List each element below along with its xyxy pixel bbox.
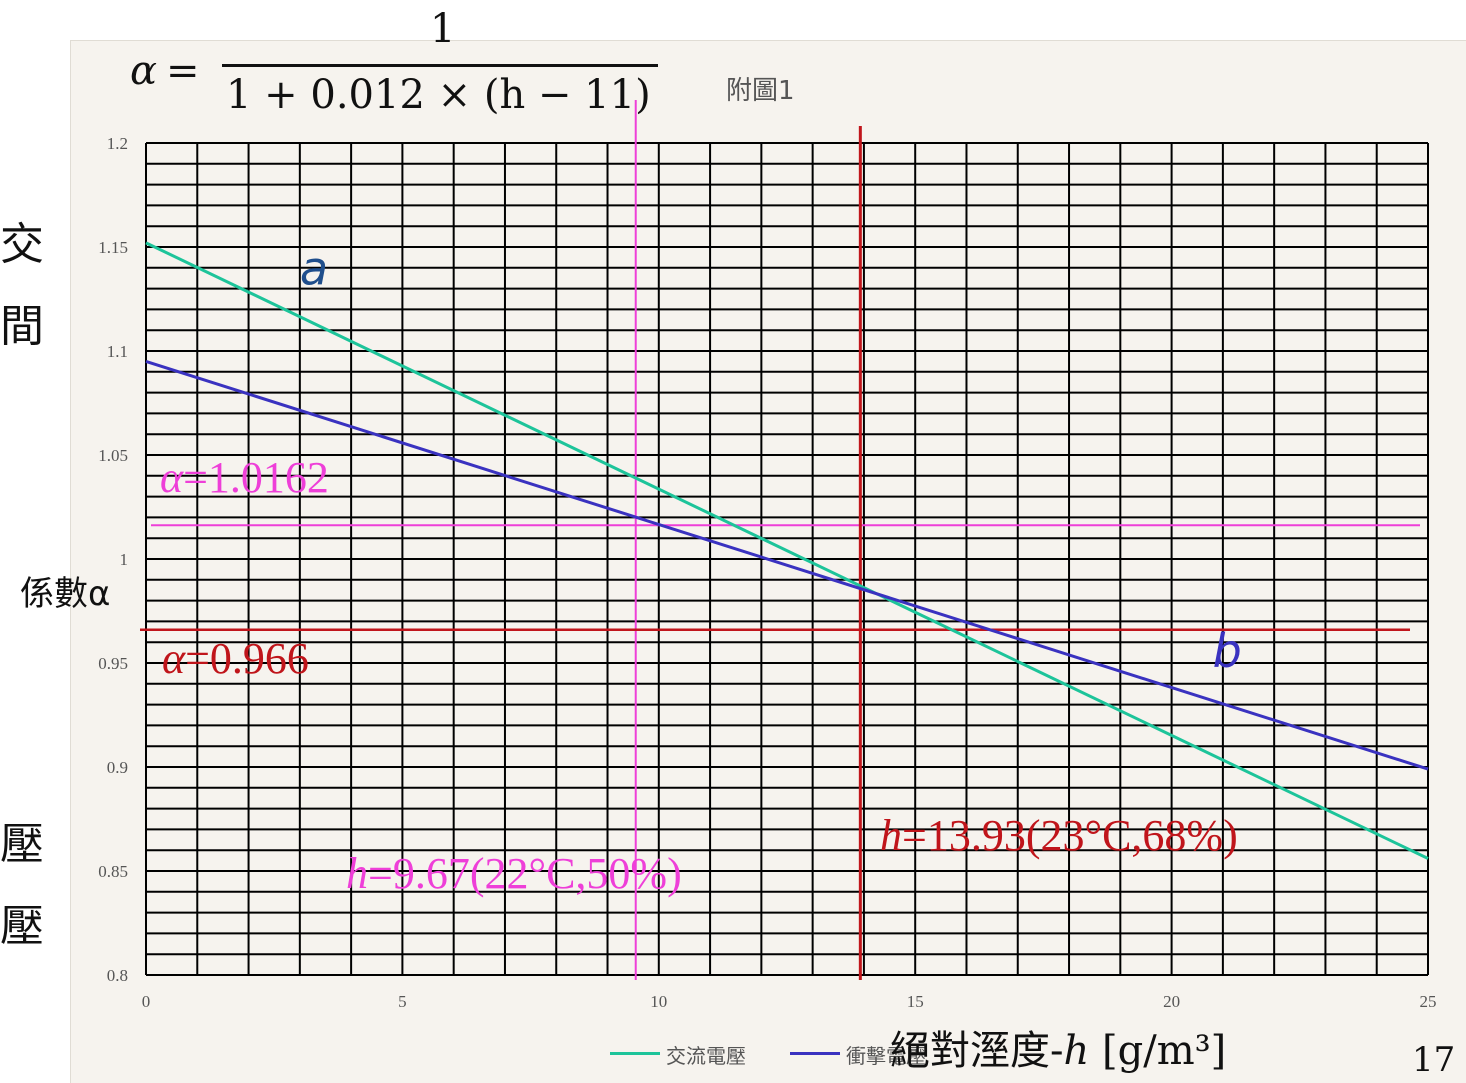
y-tick-label: 1.15 <box>98 238 128 257</box>
annotation-h-13.93: h=13.93(23°C,68%) <box>880 811 1238 860</box>
side-text-char-4: 壓 <box>0 901 44 952</box>
y-tick-label: 0.85 <box>98 862 128 881</box>
x-axis-label-unit: [g/m³] <box>1102 1028 1227 1074</box>
side-text-char-2: 間 <box>0 301 44 352</box>
x-tick-label: 5 <box>398 992 407 1011</box>
formula-equals: = <box>166 48 200 94</box>
x-tick-label: 0 <box>142 992 151 1011</box>
y-axis-label: 係數α <box>20 574 111 614</box>
y-tick-label: 0.95 <box>98 654 128 673</box>
y-tick-label: 1.1 <box>107 342 128 361</box>
formula-fraction-bar <box>222 64 658 67</box>
annotation-alpha-1.0162: α=1.0162 <box>160 453 329 502</box>
formula-numerator: 1 <box>430 6 456 52</box>
x-axis-label-prefix: 絕對溼度- <box>890 1028 1064 1074</box>
series-b-label: b <box>1213 624 1242 678</box>
x-axis-label-var: h <box>1063 1028 1090 1074</box>
series-a-line <box>145 241 1429 860</box>
x-tick-label: 10 <box>650 992 667 1011</box>
legend-swatch-impulse <box>790 1052 840 1055</box>
y-tick-label: 1.05 <box>98 446 128 465</box>
annotation-alpha-0.966: α=0.966 <box>162 634 309 683</box>
alpha-formula: α = 1 1 + 0.012 × (h − 11) <box>130 6 670 118</box>
legend-swatch-ac <box>610 1052 660 1055</box>
formula-denominator: 1 + 0.012 × (h − 11) <box>226 72 651 118</box>
x-tick-label: 20 <box>1163 992 1180 1011</box>
x-tick-label: 25 <box>1420 992 1437 1011</box>
x-tick-label: 15 <box>907 992 924 1011</box>
y-tick-label: 1.2 <box>107 134 128 153</box>
x-axis-label: 絕對溼度-h [g/m³] <box>890 1018 1226 1076</box>
figure-title: 附圖1 <box>726 76 795 106</box>
side-text-char-3: 壓 <box>0 819 44 870</box>
formula-lhs: α <box>130 48 158 94</box>
page-number: 17 <box>1412 1040 1456 1080</box>
y-tick-label: 1 <box>120 550 129 569</box>
y-tick-label: 0.9 <box>107 758 128 777</box>
series-b-line <box>145 359 1429 771</box>
side-text-char-1: 交 <box>0 219 44 270</box>
chart-panel <box>70 40 1466 1083</box>
y-tick-label: 0.8 <box>107 966 128 985</box>
legend-label-ac: 交流電壓 <box>666 1044 746 1068</box>
series-a-label: a <box>300 241 328 295</box>
annotation-h-9.67: h=9.67(22°C,50%) <box>346 849 682 898</box>
legend-label-impulse: 衝擊電壓 <box>846 1044 926 1068</box>
